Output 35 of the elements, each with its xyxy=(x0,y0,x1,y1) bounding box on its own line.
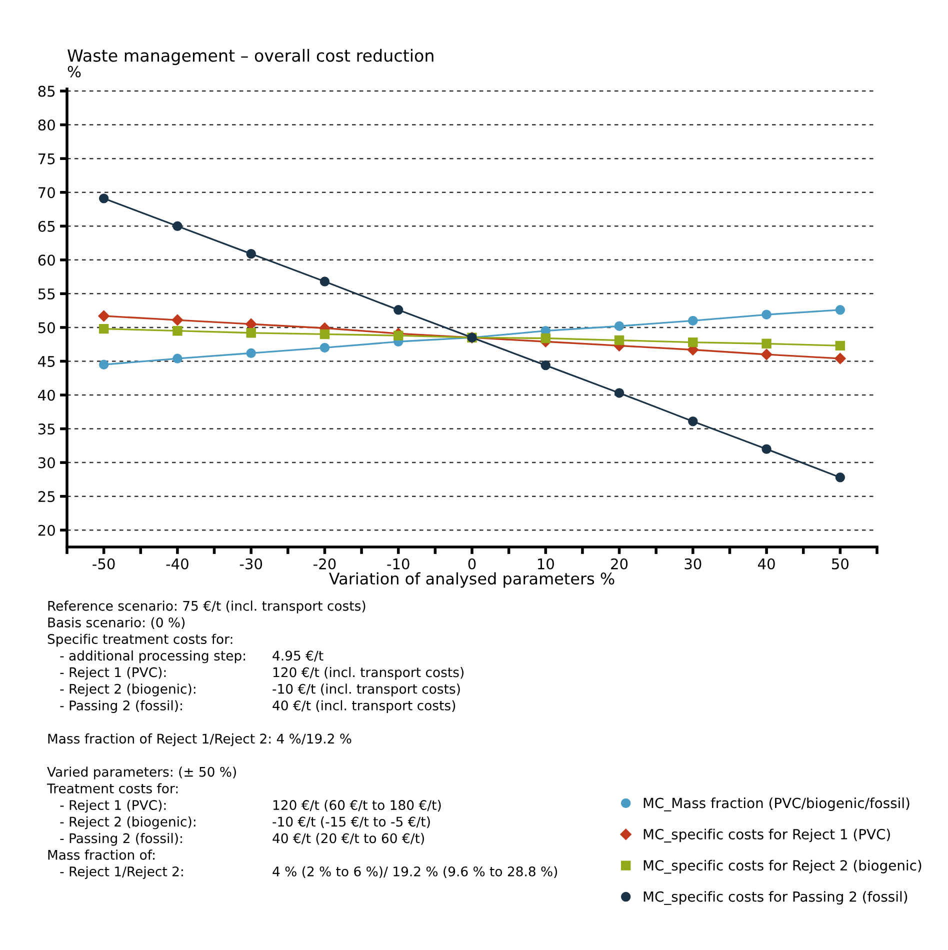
legend-label: MC_specific costs for Reject 2 (biogenic) xyxy=(644,860,922,874)
y-tick-label: 55 xyxy=(38,288,55,300)
x-axis-title: Variation of analysed parameters % xyxy=(328,572,614,588)
y-tick-label: 85 xyxy=(38,86,55,97)
y-tick-label: 30 xyxy=(38,457,55,468)
chart-title: Waste management – overall cost reduction xyxy=(68,48,434,66)
y-tick-label: 25 xyxy=(38,491,55,502)
y-tick-label: 60 xyxy=(38,254,55,266)
y-tick-label: 75 xyxy=(38,153,55,164)
text: Reference scenario: 75 €/t (incl. transport costs) Basis scenario: (0 %) Specific treatment costs for: - additional processing step: 4.95 €/t - Reject 1 (PVC): 120 €/t (incl. transport costs) - Reject 2 (biogenic): -10 €/t (incl. transport costs) - Passing 2 (fossil): 40 €/t (incl. transport costs) xyxy=(48,600,464,713)
y-tick-label: 20 xyxy=(38,524,55,536)
x-tick-label: 50 xyxy=(832,558,848,570)
x-tick-label: -20 xyxy=(314,558,336,570)
x-tick-label: 20 xyxy=(611,558,628,570)
x-tick-label: -40 xyxy=(166,558,188,570)
y-tick-label: 35 xyxy=(38,424,55,435)
text: Varied parameters: (± 50 %) Treatment costs for: - Reject 1 (PVC): 120 €/t (60 €/t to 180 €/t) - Reject 2 (biogenic): -10 €/t (-15 €/t to -5 €/t) - Passing 2 (fossil): 40 €/t (20 €/t to 60 €/t) Mass fraction of: - Reject 1/Reject 2: 4 % (2 % to 6 %)/ 19.2 % (9.6 % to 28.8 %) xyxy=(46,766,558,879)
y-tick-label: 50 xyxy=(38,322,55,334)
x-tick-label: 0 xyxy=(468,558,476,570)
y-tick-label: 45 xyxy=(38,356,55,367)
y-axis-title: % xyxy=(68,66,81,78)
legend-label: MC_specific costs for Reject 1 (PVC) xyxy=(644,828,890,843)
x-tick-label: -30 xyxy=(240,558,262,570)
x-tick-label: 10 xyxy=(538,558,554,570)
x-tick-label: -50 xyxy=(92,558,115,570)
x-tick-label: 40 xyxy=(758,558,775,570)
x-tick-label: 30 xyxy=(684,558,702,570)
text: Mass fraction of Reject 1/Reject 2: 4 %/19.2 % xyxy=(48,733,352,746)
legend-label: MC_specific costs for Passing 2 (fossil) xyxy=(644,891,908,905)
y-tick-label: 65 xyxy=(38,220,55,232)
y-tick-label: 70 xyxy=(38,187,55,198)
y-tick-label: 40 xyxy=(38,390,55,401)
y-tick-label: 80 xyxy=(38,120,55,131)
legend-label: MC_Mass fraction (PVC/biogenic/fossil) xyxy=(644,798,910,812)
x-tick-label: -10 xyxy=(387,558,410,570)
